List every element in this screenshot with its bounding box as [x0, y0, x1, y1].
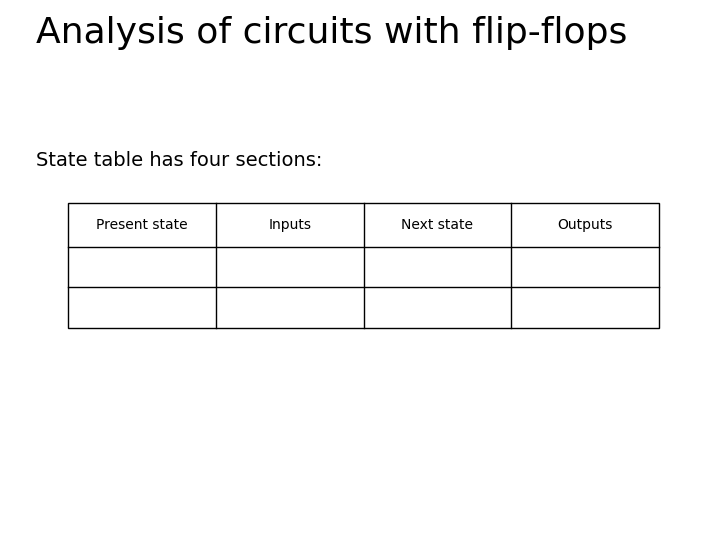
- Text: Outputs: Outputs: [557, 218, 613, 232]
- Text: Present state: Present state: [96, 218, 188, 232]
- Text: Next state: Next state: [402, 218, 474, 232]
- Text: Inputs: Inputs: [269, 218, 311, 232]
- Text: State table has four sections:: State table has four sections:: [36, 151, 323, 170]
- Text: Analysis of circuits with flip-flops: Analysis of circuits with flip-flops: [36, 16, 627, 50]
